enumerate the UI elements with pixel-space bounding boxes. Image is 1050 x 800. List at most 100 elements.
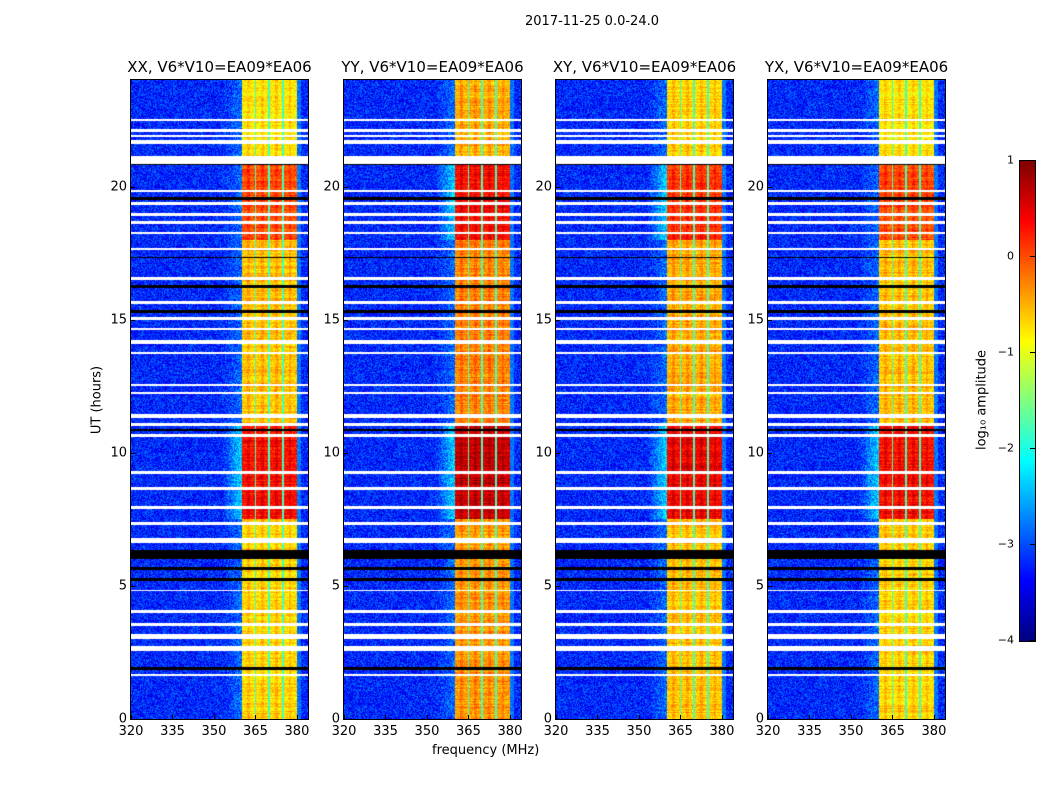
x-tick-label: 365	[243, 724, 268, 739]
spectrogram-heatmap	[556, 80, 733, 719]
x-tick-label: 380	[284, 724, 310, 739]
y-tick-label: 0	[118, 711, 127, 727]
y-tick-label: 5	[118, 578, 127, 594]
colorbar-tick-label: 1	[1007, 153, 1014, 167]
y-tick-mark	[768, 452, 772, 454]
panel-title: YX, V6*V10=EA09*EA06	[764, 58, 949, 76]
colorbar-tick-label: −3	[997, 537, 1014, 551]
x-tick-label: 365	[456, 724, 481, 739]
y-tick-label: 0	[543, 711, 552, 727]
x-tick-mark	[172, 715, 174, 719]
y-axis-label: UT (hours)	[89, 365, 105, 435]
x-tick-mark	[426, 715, 428, 719]
y-tick-label: 5	[331, 578, 340, 594]
x-tick-mark	[509, 715, 511, 719]
colorbar-tick-mark	[1030, 640, 1035, 641]
x-tick-mark	[213, 715, 215, 719]
x-tick-label: 320	[543, 724, 569, 739]
x-tick-label: 365	[668, 724, 693, 739]
panel-title: XY, V6*V10=EA09*EA06	[552, 58, 737, 76]
x-tick-label: 380	[709, 724, 735, 739]
y-tick-label: 0	[331, 711, 340, 727]
x-tick-label: 380	[921, 724, 947, 739]
spectrogram-panel	[767, 79, 946, 720]
x-tick-label: 350	[626, 724, 652, 739]
x-tick-mark	[809, 715, 811, 719]
x-tick-label: 335	[373, 724, 398, 739]
spectrogram-panel	[555, 79, 734, 720]
y-tick-mark	[344, 452, 348, 454]
y-tick-mark	[556, 319, 560, 321]
x-tick-label: 320	[118, 724, 144, 739]
x-tick-mark	[385, 715, 387, 719]
x-tick-label: 350	[414, 724, 440, 739]
x-tick-mark	[296, 715, 298, 719]
y-tick-label: 15	[535, 312, 552, 328]
x-tick-label: 350	[838, 724, 864, 739]
y-tick-label: 20	[747, 179, 764, 194]
y-tick-mark	[344, 319, 348, 321]
y-tick-mark	[131, 319, 135, 321]
colorbar-tick-label: 0	[1007, 249, 1014, 263]
x-tick-mark	[131, 715, 132, 719]
x-axis-label: frequency (MHz)	[432, 743, 540, 758]
x-tick-label: 320	[331, 724, 357, 739]
colorbar-tick-label: −2	[997, 441, 1014, 455]
y-tick-label: 0	[755, 711, 764, 727]
figure-title: 2017-11-25 0.0-24.0	[525, 14, 659, 29]
colorbar-tick-label: −4	[997, 633, 1014, 647]
x-tick-label: 350	[201, 724, 227, 739]
y-tick-label: 20	[535, 179, 552, 194]
colorbar-tick-mark	[1030, 256, 1035, 257]
spectrogram-heatmap	[768, 80, 945, 719]
spectrogram-heatmap	[344, 80, 521, 719]
y-tick-label: 10	[323, 445, 340, 461]
y-tick-mark	[344, 719, 348, 720]
x-tick-label: 335	[797, 724, 822, 739]
colorbar-tick-mark	[1030, 448, 1035, 449]
x-tick-label: 380	[497, 724, 523, 739]
x-tick-label: 335	[160, 724, 185, 739]
colorbar-label: log₁₀ amplitude	[974, 349, 990, 451]
y-tick-mark	[131, 186, 135, 188]
x-tick-mark	[850, 715, 852, 719]
y-tick-label: 10	[747, 445, 764, 461]
colorbar-tick-label: −1	[997, 345, 1014, 359]
x-tick-mark	[344, 715, 345, 719]
y-tick-mark	[768, 719, 772, 720]
x-tick-mark	[255, 715, 257, 719]
y-tick-label: 10	[535, 445, 552, 461]
x-tick-mark	[768, 715, 769, 719]
y-tick-mark	[131, 719, 135, 720]
x-tick-mark	[721, 715, 723, 719]
x-tick-mark	[597, 715, 599, 719]
x-tick-mark	[892, 715, 894, 719]
y-tick-mark	[344, 186, 348, 188]
colorbar-tick-mark	[1030, 160, 1035, 161]
y-tick-mark	[556, 186, 560, 188]
y-tick-mark	[556, 585, 560, 587]
panel-title: YY, V6*V10=EA09*EA06	[341, 58, 524, 76]
colorbar-tick-mark	[1030, 352, 1035, 353]
spectrogram-panel	[130, 79, 309, 720]
y-tick-mark	[768, 186, 772, 188]
y-tick-mark	[768, 585, 772, 587]
spectrogram-heatmap	[131, 80, 308, 719]
y-tick-label: 5	[543, 578, 552, 594]
y-tick-label: 10	[110, 445, 127, 461]
x-tick-label: 335	[585, 724, 610, 739]
x-tick-mark	[933, 715, 935, 719]
y-tick-mark	[768, 319, 772, 321]
colorbar-tick-mark	[1030, 544, 1035, 545]
y-tick-label: 15	[747, 312, 764, 328]
spectrogram-panel	[343, 79, 522, 720]
y-tick-label: 20	[110, 179, 127, 194]
x-tick-label: 365	[880, 724, 905, 739]
y-tick-label: 15	[323, 312, 340, 328]
x-tick-mark	[468, 715, 470, 719]
y-tick-mark	[131, 452, 135, 454]
x-tick-mark	[680, 715, 682, 719]
colorbar	[1019, 160, 1036, 642]
y-tick-label: 20	[323, 179, 340, 194]
